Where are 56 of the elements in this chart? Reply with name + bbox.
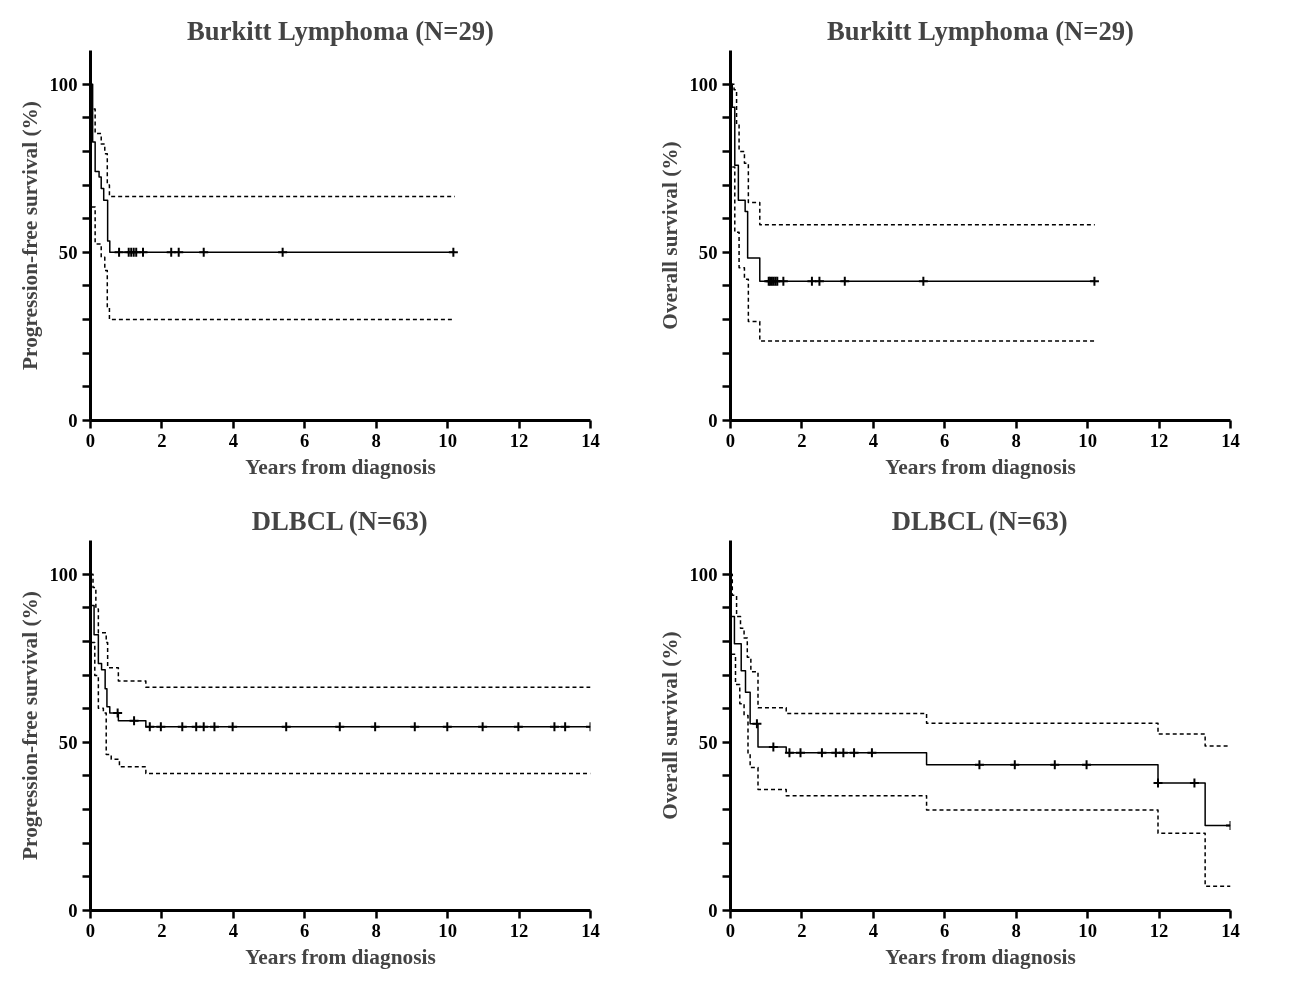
x-tick-label: 6 — [300, 919, 310, 941]
y-tick-label: 50 — [58, 241, 78, 263]
x-tick-label: 10 — [438, 429, 457, 451]
x-tick-label: 2 — [797, 429, 807, 451]
y-axis-title: Progression-free survival (%) — [17, 591, 42, 860]
x-tick-label: 0 — [725, 919, 736, 941]
y-tick-label: 100 — [689, 563, 718, 585]
y-tick-label: 0 — [68, 900, 78, 921]
x-tick-label: 0 — [85, 429, 96, 451]
y-axis-title: Overall survival (%) — [657, 631, 682, 820]
x-axis-title: Years from diagnosis — [885, 454, 1076, 479]
y-tick-label: 0 — [708, 900, 718, 921]
x-tick-label: 12 — [509, 919, 529, 941]
x-tick-label: 4 — [868, 919, 879, 941]
chart-title: Burkitt Lymphoma (N=29) — [187, 15, 494, 46]
x-tick-label: 10 — [1078, 429, 1097, 451]
x-tick-label: 2 — [797, 919, 807, 941]
y-axis-title: Overall survival (%) — [657, 141, 682, 330]
x-tick-label: 6 — [300, 429, 310, 451]
y-tick-label: 0 — [68, 410, 78, 431]
x-tick-label: 6 — [940, 429, 950, 451]
x-tick-label: 8 — [1011, 919, 1021, 941]
chart-title: DLBCL (N=63) — [251, 505, 428, 536]
x-tick-label: 14 — [1221, 919, 1240, 941]
x-tick-label: 0 — [725, 429, 736, 451]
x-tick-label: 6 — [940, 919, 950, 941]
y-axis-title: Progression-free survival (%) — [17, 101, 42, 370]
x-tick-label: 8 — [371, 429, 381, 451]
x-tick-label: 8 — [1011, 429, 1021, 451]
x-tick-label: 12 — [1149, 429, 1169, 451]
x-tick-label: 14 — [1221, 429, 1240, 451]
x-tick-label: 8 — [371, 919, 381, 941]
y-tick-label: 50 — [58, 731, 78, 753]
x-tick-label: 14 — [581, 919, 600, 941]
y-tick-label: 100 — [49, 563, 78, 585]
x-axis-title: Years from diagnosis — [245, 944, 436, 969]
x-tick-label: 0 — [85, 919, 96, 941]
y-tick-label: 50 — [698, 241, 718, 263]
x-tick-label: 12 — [1149, 919, 1169, 941]
y-tick-label: 50 — [698, 731, 718, 753]
x-tick-label: 2 — [157, 919, 167, 941]
x-tick-label: 14 — [581, 429, 600, 451]
x-tick-label: 10 — [438, 919, 457, 941]
x-tick-label: 12 — [509, 429, 529, 451]
y-tick-label: 100 — [689, 73, 718, 95]
y-tick-label: 100 — [49, 73, 78, 95]
chart-title: DLBCL (N=63) — [891, 505, 1068, 536]
chart-title: Burkitt Lymphoma (N=29) — [827, 15, 1134, 46]
x-tick-label: 2 — [157, 429, 167, 451]
x-tick-label: 4 — [228, 919, 239, 941]
y-tick-label: 0 — [708, 410, 718, 431]
x-axis-title: Years from diagnosis — [245, 454, 436, 479]
x-tick-label: 4 — [868, 429, 879, 451]
x-tick-label: 4 — [228, 429, 239, 451]
x-axis-title: Years from diagnosis — [885, 944, 1076, 969]
x-tick-label: 10 — [1078, 919, 1097, 941]
